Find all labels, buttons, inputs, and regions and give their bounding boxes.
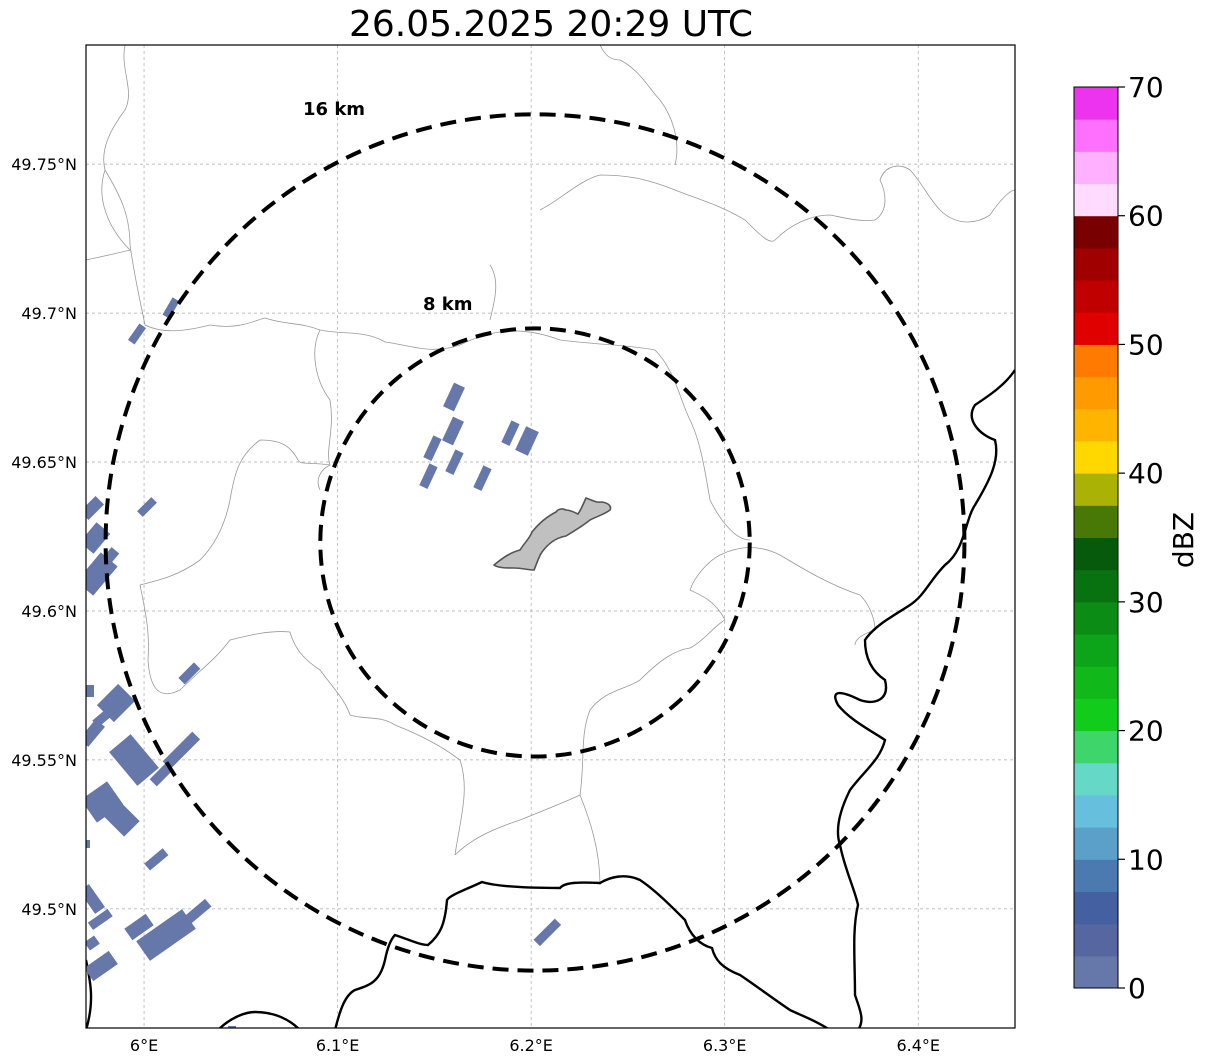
colorbar-segment [1074,376,1118,410]
colorbar-segment [1074,730,1118,764]
lat-tick-label: 49.5°N [21,900,77,919]
colorbar-segment [1074,247,1118,281]
colorbar-segment [1074,923,1118,957]
colorbar-label: dBZ [1167,512,1200,568]
colorbar-segment [1074,151,1118,185]
colorbar [1073,86,1119,989]
colorbar-segment [1074,666,1118,699]
colorbar-segment [1074,634,1118,667]
colorbar-segment [1074,344,1118,378]
radar-echoes [86,297,562,1028]
lat-tick-label: 49.65°N [11,453,77,472]
ring-label-16: 16 km [303,99,365,120]
colorbar-segment [1074,505,1118,538]
country-borders [86,369,1015,1028]
colorbar-segment [1074,87,1118,120]
colorbar-segment [1074,859,1118,892]
colorbar-segment [1074,408,1118,442]
colorbar-tick-label: 70 [1128,71,1164,104]
colorbar-tick-label: 0 [1128,972,1146,1005]
colorbar-segment [1074,215,1118,249]
colorbar-segment [1074,827,1118,860]
lat-tick-label: 49.55°N [11,751,77,770]
lon-tick-label: 6.4°E [896,1036,940,1055]
lon-tick-label: 6.3°E [703,1036,747,1055]
colorbar-segment [1074,473,1118,506]
colorbar-segment [1074,119,1118,152]
range-rings [103,112,967,973]
range-ring-16km [103,112,967,973]
longitude-labels: 6°E 6.1°E 6.2°E 6.3°E 6.4°E [130,1036,940,1055]
colorbar-segment [1074,280,1118,313]
colorbar-segment [1074,955,1118,989]
colorbar-segment [1074,440,1118,474]
colorbar-tick-label: 50 [1128,328,1164,361]
lon-tick-label: 6.2°E [509,1036,553,1055]
map-title: 26.05.2025 20:29 UTC [348,4,754,45]
admin-boundaries [86,45,1015,886]
colorbar-frame [1073,86,1119,989]
colorbar-segment [1074,537,1118,571]
gridlines [86,45,1015,1028]
colorbar-ticks: 0 10 20 30 40 50 60 70 [1118,71,1164,1005]
lon-tick-label: 6.1°E [316,1036,360,1055]
ring-label-8: 8 km [423,294,473,315]
colorbar-segment [1074,698,1118,732]
lat-tick-label: 49.75°N [11,155,77,174]
range-ring-8km [318,326,752,759]
colorbar-segment [1074,891,1118,925]
colorbar-segment [1074,601,1118,635]
latitude-labels: 49.5°N 49.55°N 49.6°N 49.65°N 49.7°N 49.75°N [11,155,77,919]
plot-frame [85,44,1016,1029]
lon-tick-label: 6°E [130,1036,158,1055]
colorbar-segment [1074,569,1118,603]
lat-tick-label: 49.7°N [21,304,77,323]
colorbar-tick-label: 60 [1128,200,1164,233]
colorbar-segment [1074,794,1118,828]
colorbar-tick-label: 20 [1128,715,1164,748]
colorbar-segment [1074,183,1118,217]
colorbar-segment [1074,312,1118,345]
city-area [492,497,612,571]
colorbar-tick-label: 40 [1128,457,1164,490]
lat-tick-label: 49.6°N [21,602,77,621]
colorbar-segment [1074,762,1118,796]
colorbar-tick-label: 30 [1128,586,1164,619]
colorbar-tick-label: 10 [1128,843,1164,876]
